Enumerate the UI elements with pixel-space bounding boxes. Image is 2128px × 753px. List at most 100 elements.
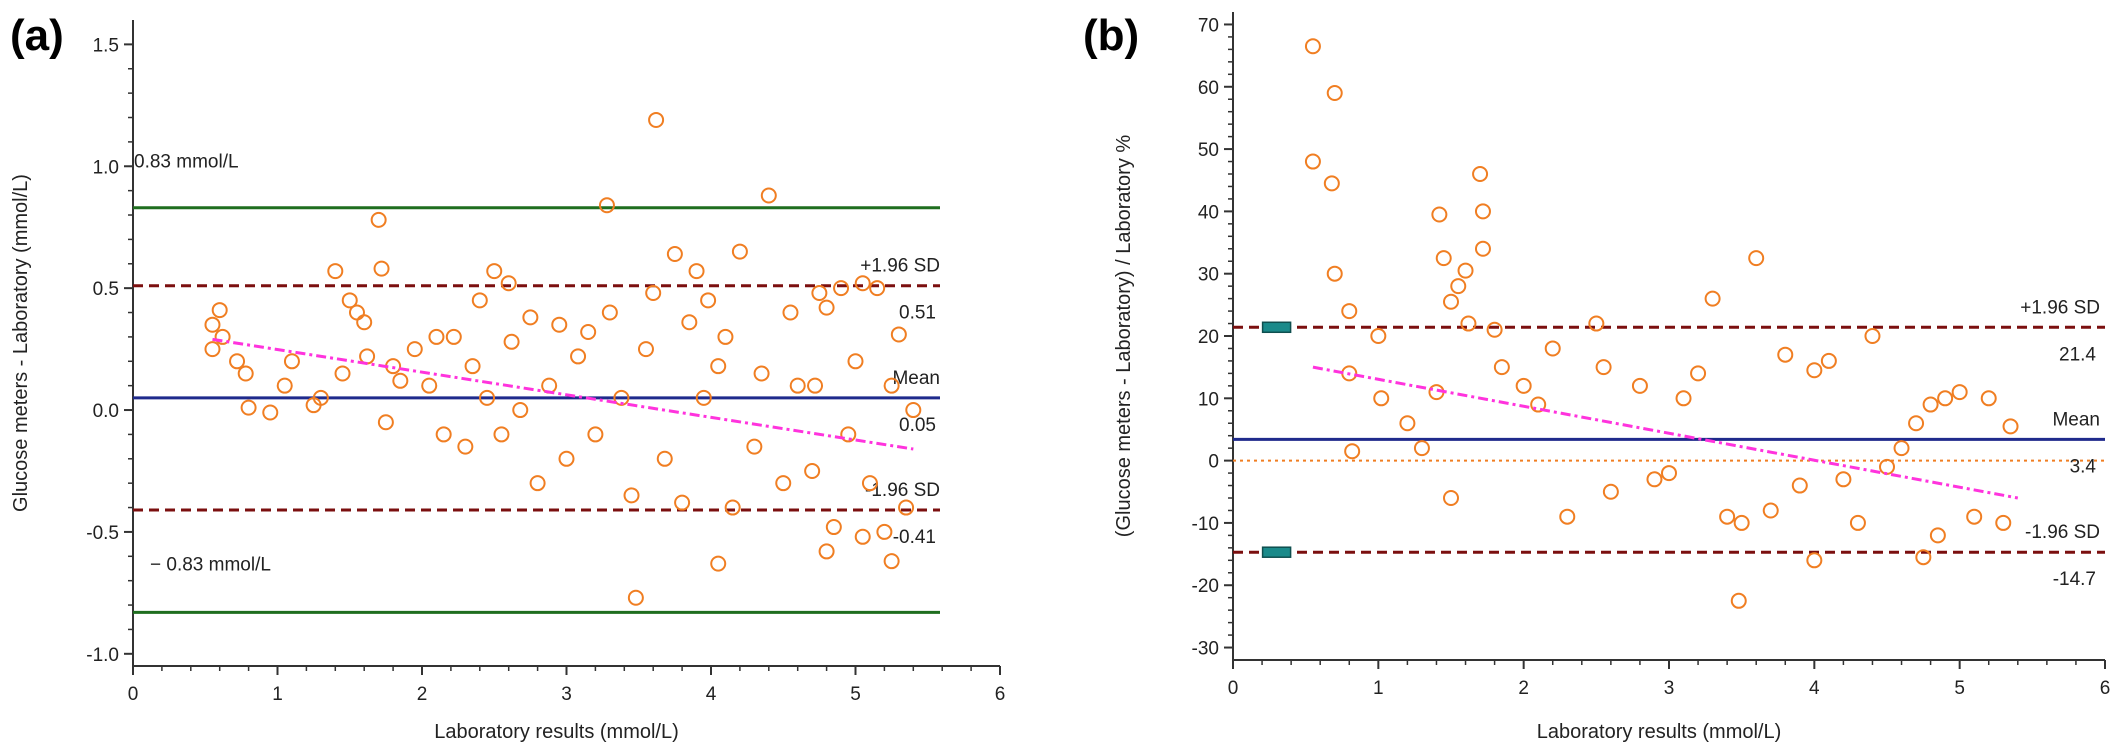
y-tick-label: -20 xyxy=(1192,576,1219,597)
data-point xyxy=(312,389,329,406)
data-point xyxy=(435,426,452,443)
data-point xyxy=(1443,293,1459,310)
data-point xyxy=(229,353,246,370)
data-point xyxy=(1929,527,1946,544)
x-tick-label: 2 xyxy=(1518,678,1529,699)
data-point xyxy=(1777,346,1794,363)
y-tick-label: 0 xyxy=(1208,452,1219,473)
y-axis-title: (Glucose meters - Laboratory) / Laborato… xyxy=(1113,135,1135,538)
data-point xyxy=(898,499,915,516)
data-point xyxy=(811,285,828,302)
data-point xyxy=(890,326,907,343)
y-tick-label: 1.0 xyxy=(93,157,119,178)
data-point xyxy=(883,377,900,394)
lower-sd-value-label: -0.41 xyxy=(893,527,936,548)
data-point xyxy=(570,348,587,365)
data-point xyxy=(486,263,503,280)
data-point xyxy=(1326,265,1343,282)
data-point xyxy=(1791,477,1808,494)
data-point xyxy=(1515,377,1532,394)
data-point xyxy=(1450,278,1467,295)
panel-b: (b) 0 1 2 3 4 5 6 -30 -20 -10 0 10 20 30 40 50 60 70 Labora… xyxy=(1083,11,2110,743)
lower-sd-label: -1.96 SD xyxy=(2025,522,2100,543)
mean-value-label: 0.05 xyxy=(899,415,936,436)
x-tick-label: 1 xyxy=(272,684,283,705)
panel-label: (b) xyxy=(1083,11,1139,60)
data-point xyxy=(1733,514,1750,531)
data-point xyxy=(204,316,221,333)
data-point xyxy=(1431,206,1448,223)
data-point xyxy=(493,426,510,443)
data-point xyxy=(688,263,705,280)
data-point xyxy=(637,341,654,358)
data-point xyxy=(869,280,886,297)
data-point xyxy=(1806,552,1823,569)
data-point xyxy=(807,377,824,394)
data-point xyxy=(373,260,390,277)
data-point xyxy=(601,304,618,321)
data-point xyxy=(240,399,257,416)
data-point xyxy=(471,292,488,309)
confidence-marker xyxy=(1261,321,1292,334)
data-point xyxy=(1304,153,1321,170)
data-point xyxy=(348,304,365,321)
data-point xyxy=(760,187,777,204)
y-tick-label: 60 xyxy=(1198,78,1219,99)
data-point xyxy=(1730,592,1747,609)
data-point xyxy=(421,377,438,394)
data-point xyxy=(1980,390,1997,407)
data-point xyxy=(1951,384,1968,401)
data-point xyxy=(551,316,568,333)
panel-a: (a) 0 1 2 3 4 5 6 -1.0 -0.5 0.0 0.5 1.0 1.5 Laboratory… xyxy=(10,11,1005,743)
data-point xyxy=(522,309,539,326)
data-point xyxy=(1704,290,1721,307)
data-point xyxy=(1995,514,2012,531)
data-point xyxy=(1820,352,1837,369)
data-point xyxy=(1373,390,1390,407)
mean-label: Mean xyxy=(2052,409,2100,430)
data-point xyxy=(392,372,409,389)
data-point xyxy=(500,275,517,292)
data-point xyxy=(1646,471,1663,488)
data-point xyxy=(214,328,231,345)
data-point xyxy=(1443,490,1459,506)
lower-limit-label: − 0.83 mmol/L xyxy=(150,554,271,575)
data-point xyxy=(512,402,529,419)
data-point xyxy=(377,414,394,431)
data-point xyxy=(1341,303,1358,320)
data-point xyxy=(1460,315,1477,332)
data-point xyxy=(1595,359,1612,376)
data-point xyxy=(1588,315,1605,332)
data-point xyxy=(237,365,254,382)
data-point xyxy=(666,246,683,263)
data-point xyxy=(445,328,462,345)
data-point xyxy=(645,285,662,302)
data-point xyxy=(211,302,228,319)
data-point xyxy=(861,475,878,492)
data-point xyxy=(1323,175,1340,192)
data-point xyxy=(370,211,387,228)
data-point xyxy=(1344,443,1361,460)
data-point xyxy=(1631,377,1648,394)
data-point xyxy=(717,328,734,345)
x-tick-label: 4 xyxy=(706,684,717,705)
data-point xyxy=(1908,415,1925,432)
data-point xyxy=(656,450,673,467)
data-point xyxy=(1719,508,1736,525)
x-tick-label: 5 xyxy=(850,684,861,705)
data-point xyxy=(529,475,546,492)
y-tick-label: 40 xyxy=(1198,202,1219,223)
y-axis-title: Glucose meters - Laboratory (mmol/L) xyxy=(10,174,32,512)
data-point xyxy=(1922,396,1939,413)
y-tick-label: 50 xyxy=(1198,140,1219,161)
data-point xyxy=(789,377,806,394)
x-tick-label: 0 xyxy=(128,684,139,705)
y-tick-label: -1.0 xyxy=(86,645,119,666)
data-point xyxy=(1602,483,1619,500)
data-point xyxy=(1326,85,1343,101)
data-point xyxy=(457,438,474,455)
lower-sd-value-label: -14.7 xyxy=(2053,569,2096,590)
data-point xyxy=(804,462,821,479)
